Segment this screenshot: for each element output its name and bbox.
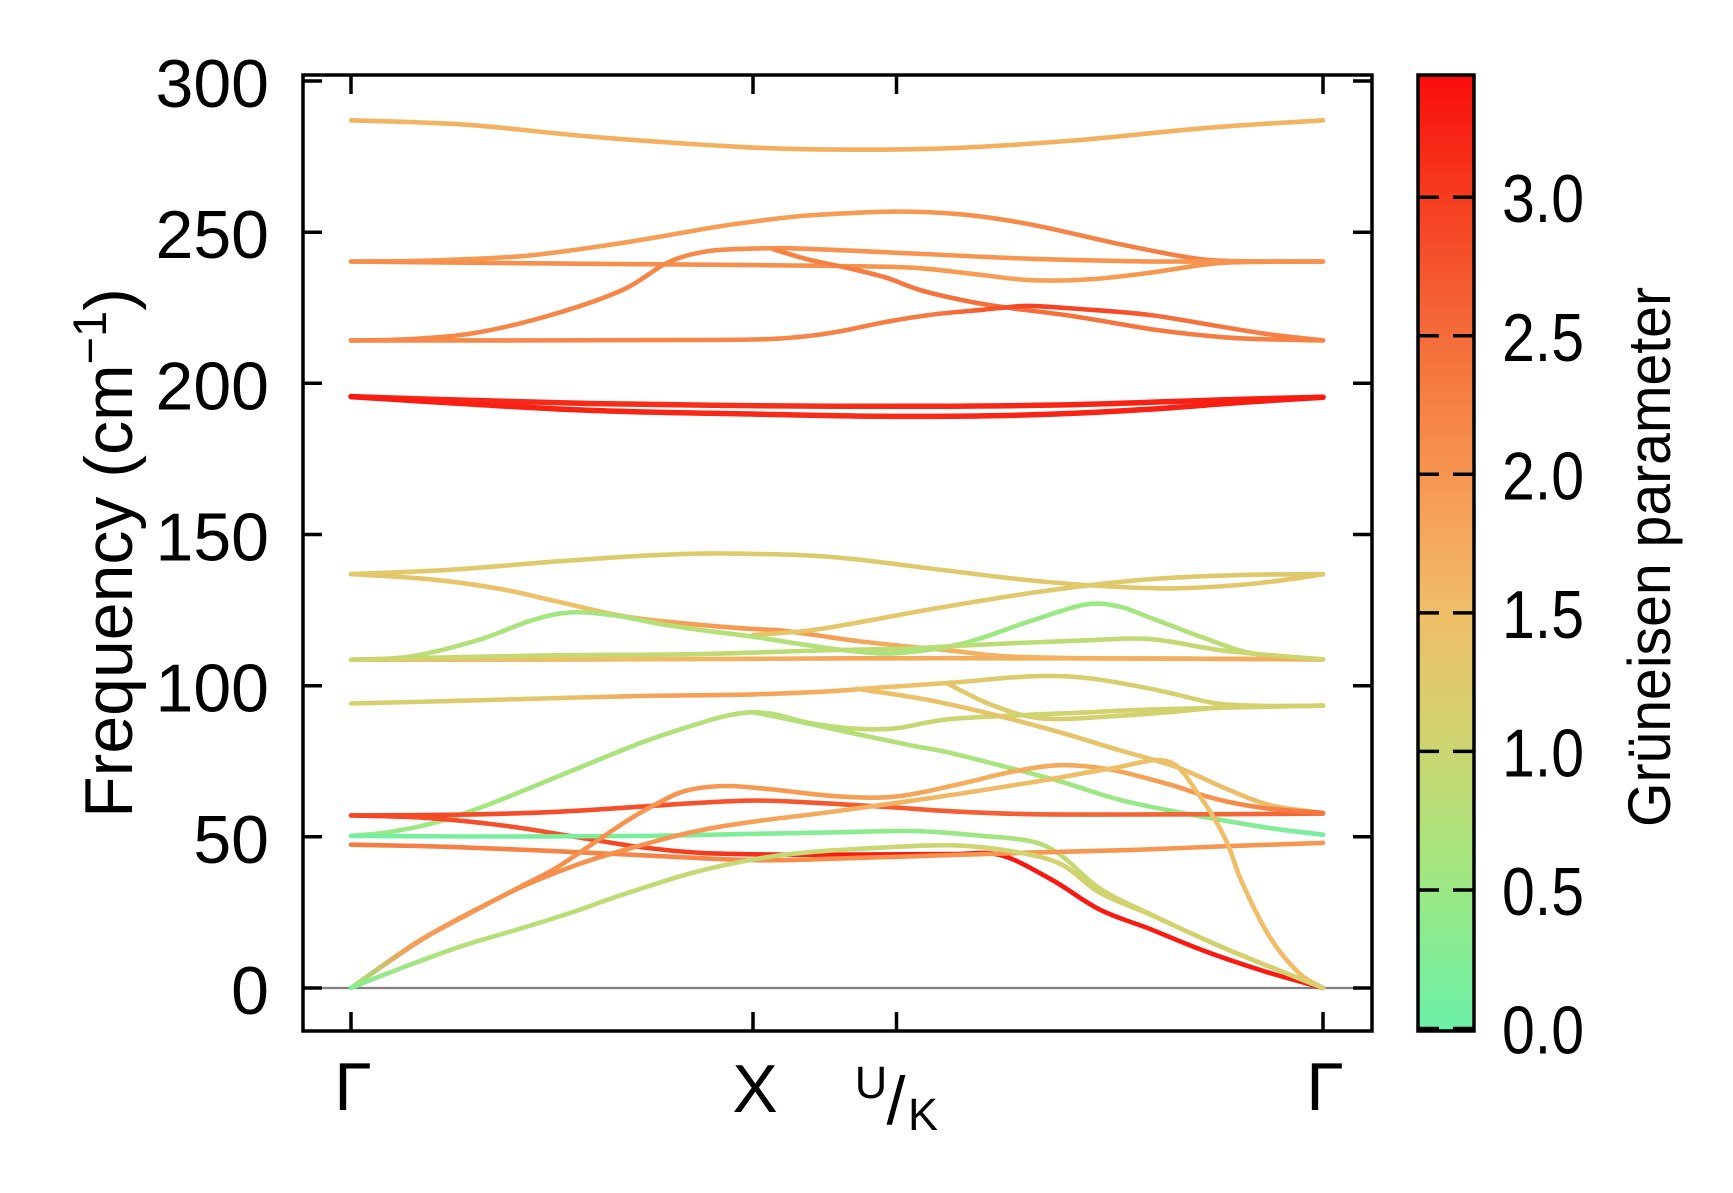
svg-text:0.0: 0.0: [1502, 993, 1584, 1069]
svg-text:Γ: Γ: [334, 1049, 371, 1125]
svg-text:Γ: Γ: [1306, 1049, 1343, 1125]
svg-text:150: 150: [156, 500, 269, 576]
svg-text:200: 200: [156, 348, 269, 424]
svg-text:2.5: 2.5: [1502, 300, 1584, 376]
svg-text:300: 300: [156, 46, 269, 122]
svg-text:0: 0: [231, 953, 269, 1029]
svg-text:/: /: [887, 1063, 906, 1139]
svg-text:0.5: 0.5: [1502, 854, 1584, 930]
svg-text:Grüneisen parameter: Grüneisen parameter: [1616, 287, 1683, 827]
svg-text:U: U: [855, 1057, 888, 1108]
svg-text:1.0: 1.0: [1502, 715, 1584, 791]
svg-text:Frequency (cm−1): Frequency (cm−1): [63, 288, 147, 818]
svg-text:1.5: 1.5: [1502, 577, 1584, 653]
svg-text:K: K: [908, 1089, 938, 1140]
svg-text:2.0: 2.0: [1502, 438, 1584, 514]
svg-text:50: 50: [193, 802, 269, 878]
svg-text:3.0: 3.0: [1502, 161, 1584, 237]
svg-text:100: 100: [156, 651, 269, 727]
svg-text:X: X: [732, 1051, 777, 1127]
svg-text:250: 250: [156, 197, 269, 273]
